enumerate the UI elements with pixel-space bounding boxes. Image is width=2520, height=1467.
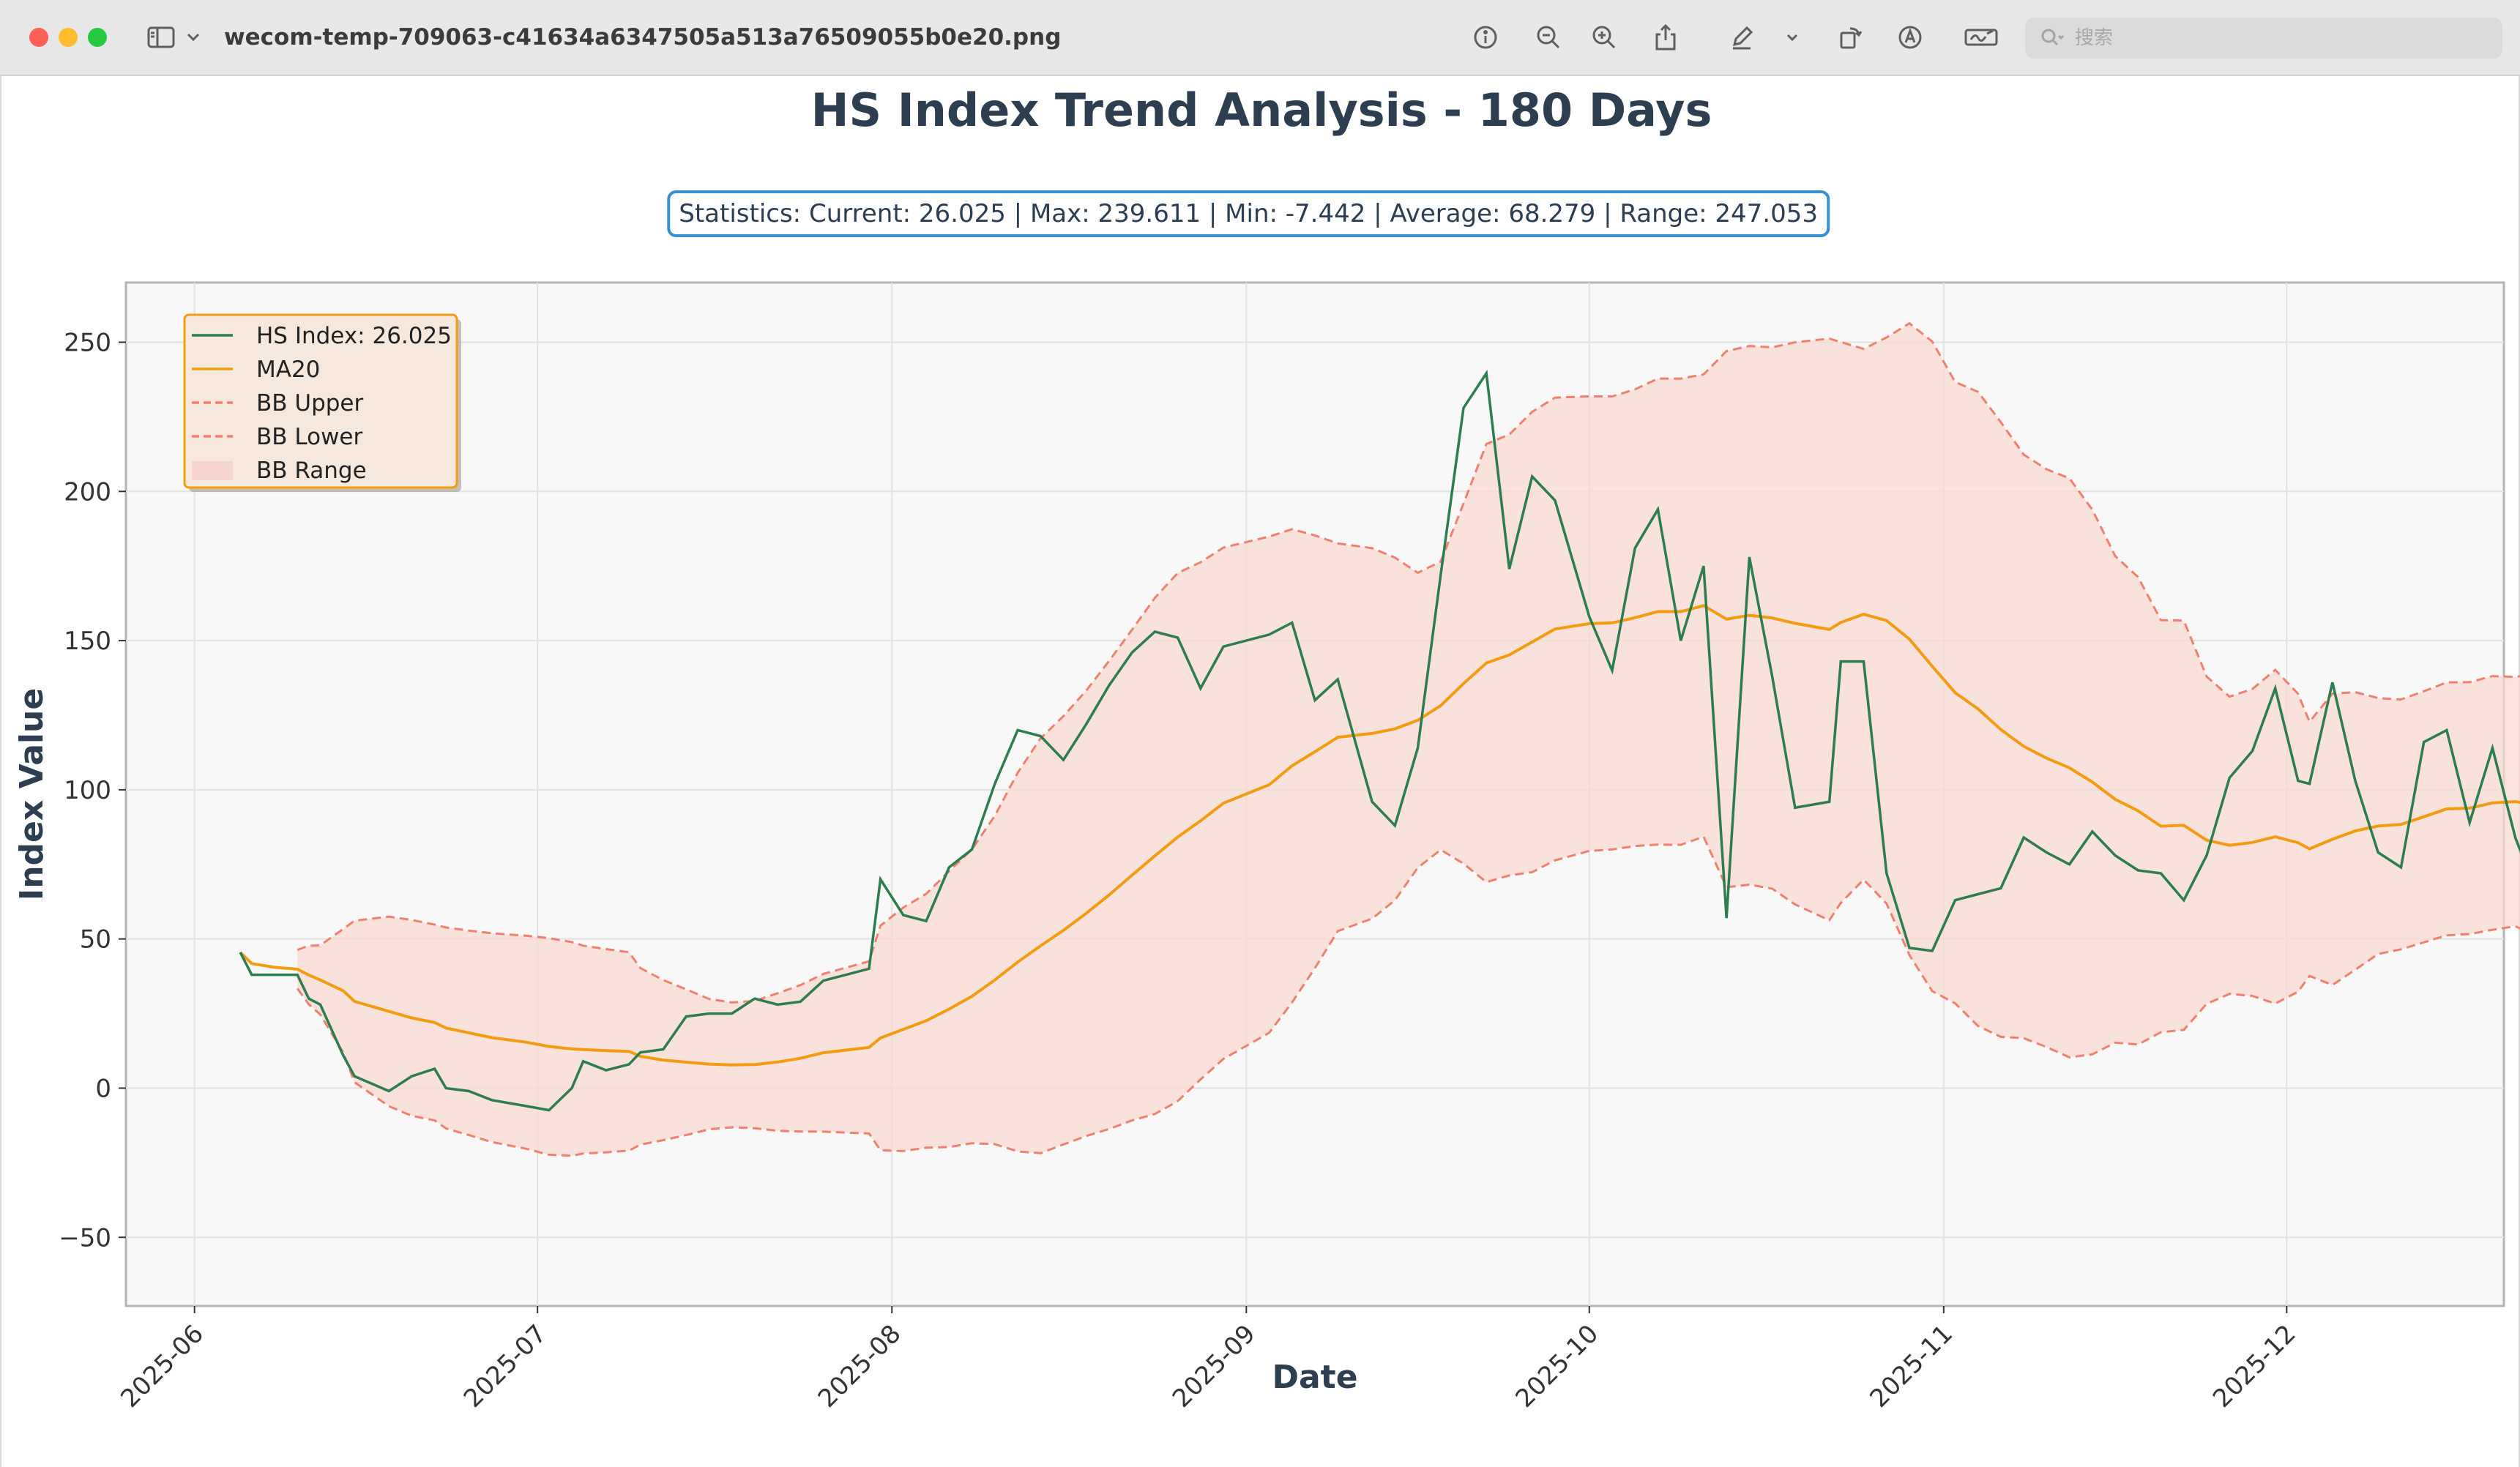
y-tick-label: 250 [64,329,111,358]
y-tick-label: 50 [80,925,111,955]
rotate-icon[interactable] [1833,20,1867,54]
legend-label: MA20 [256,357,320,383]
y-tick-label: 100 [64,776,111,805]
x-tick-label: 2025-07 [458,1319,553,1414]
chevron-down-icon[interactable] [183,20,204,54]
x-tick-label: 2025-11 [1864,1319,1958,1414]
sidebar-toggle-icon[interactable] [143,20,179,54]
zoom-window-button[interactable] [88,28,107,47]
document-title: wecom-temp-709063-c41634a6347505a513a765… [224,24,1062,51]
x-tick-label: 2025-06 [115,1319,209,1414]
signature-icon[interactable] [1962,20,2000,54]
markup-pen-icon[interactable] [1725,20,1759,54]
y-tick-label: 200 [64,477,111,507]
x-tick-label: 2025-12 [2207,1319,2302,1414]
search-input[interactable] [2073,26,2486,50]
zoom-out-icon[interactable] [1532,20,1565,54]
legend-label: BB Upper [256,390,364,417]
statistics-box: Statistics: Current: 26.025 | Max: 239.6… [667,190,1830,237]
y-tick-label: 150 [64,627,111,656]
legend-label: BB Range [256,458,367,484]
markup-menu-chevron-icon[interactable] [1783,20,1801,54]
minimize-window-button[interactable] [59,28,78,47]
figure-canvas: −50 0 50 100 150 200 250 2025-06 2025-07 2025-08 2… [0,76,2520,1467]
x-tick-label: 2025-10 [1510,1319,1604,1414]
zoom-in-icon[interactable] [1587,20,1621,54]
chart: −50 0 50 100 150 200 250 2025-06 2025-07 2025-08 2… [13,281,2520,1414]
x-axis-label: Date [1272,1359,1357,1396]
info-icon[interactable] [1469,20,1502,54]
hs-index-line [239,369,2520,1112]
close-window-button[interactable] [29,28,48,47]
x-tick-label: 2025-08 [813,1319,907,1414]
share-icon[interactable] [1649,20,1682,54]
search-icon [2041,29,2065,46]
y-tick-label: 0 [95,1074,111,1103]
chart-title: HS Index Trend Analysis - 180 Days [810,83,1712,137]
x-tick-label: 2025-09 [1167,1319,1261,1414]
legend-label: BB Lower [256,424,363,450]
bb-range-fill [297,323,2520,1156]
window-titlebar: wecom-temp-709063-c41634a6347505a513a765… [0,0,2520,76]
y-tick-label: −50 [59,1223,111,1253]
ma20-line [239,604,2520,1067]
y-axis-label: Index Value [13,688,51,900]
legend-swatch [192,461,233,480]
search-field[interactable] [2025,18,2502,59]
bb-upper-line [297,321,2520,1004]
legend-label: HS Index: 26.025 [256,323,452,349]
legend-box [183,313,458,489]
markup-circle-icon[interactable] [1893,20,1927,54]
